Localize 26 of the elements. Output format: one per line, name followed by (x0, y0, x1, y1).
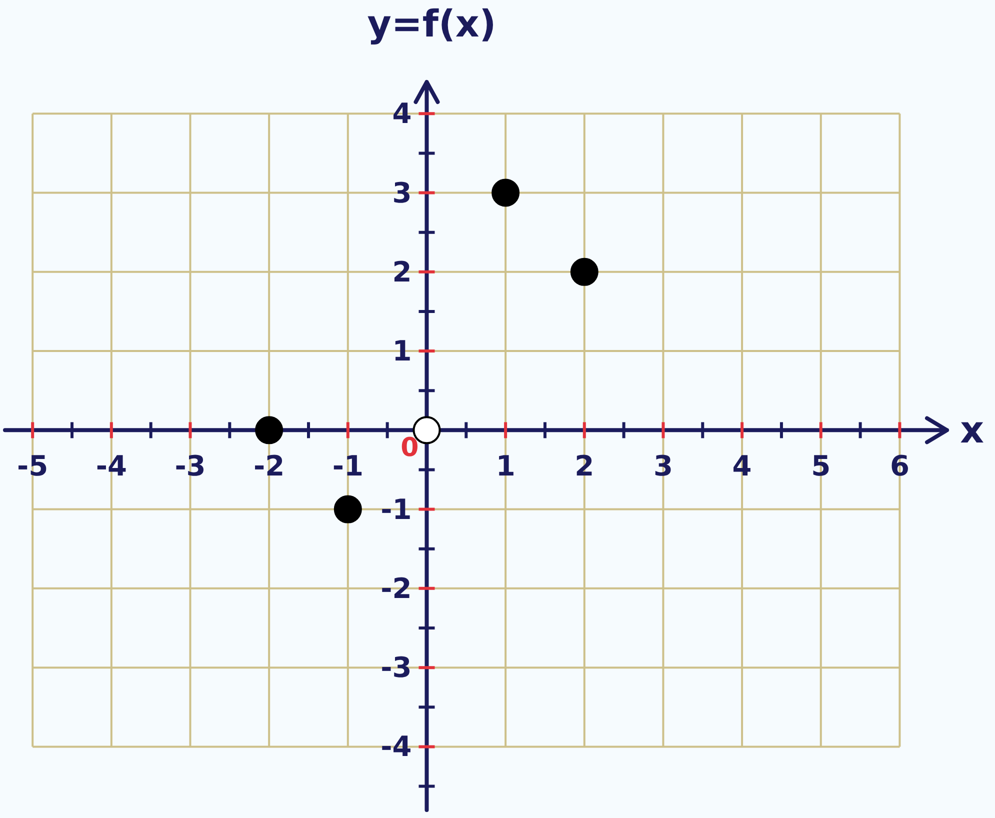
y-tick-label: -3 (380, 651, 412, 684)
x-axis-title: x (960, 408, 984, 452)
x-tick-label: 6 (890, 450, 910, 483)
y-axis-title: y=f(x) (367, 2, 496, 46)
annotation: 0 (400, 433, 419, 464)
y-tick-label: -1 (380, 492, 412, 526)
y-tick-label: -4 (380, 730, 412, 764)
y-tick-label: 4 (392, 97, 412, 130)
x-tick-label: -1 (332, 450, 364, 483)
x-tick-label: -5 (17, 450, 48, 483)
x-tick-label: 2 (574, 450, 594, 483)
x-tick-label: 1 (496, 450, 516, 483)
x-tick-label: -4 (96, 450, 127, 483)
x-tick-label: 3 (653, 450, 673, 483)
y-tick-label: 3 (392, 176, 412, 210)
x-tick-label: -3 (174, 450, 206, 483)
x-tick-label: -2 (254, 450, 285, 483)
x-tick-label: 5 (811, 450, 831, 483)
point (255, 416, 284, 444)
y-tick-label: -2 (380, 572, 412, 605)
y-tick-label: 1 (392, 334, 412, 368)
point (334, 495, 362, 524)
point (492, 178, 520, 207)
point (570, 258, 598, 286)
x-tick-label: 4 (732, 450, 752, 483)
y-tick-label: 2 (392, 255, 412, 288)
